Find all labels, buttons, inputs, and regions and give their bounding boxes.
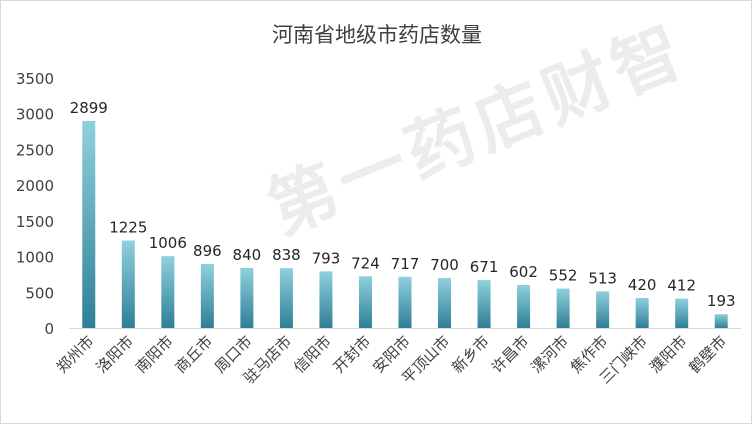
y-tick-label: 0 xyxy=(44,320,54,338)
bar xyxy=(398,276,412,328)
y-axis: 0 500 1000 1500 2000 2500 3000 3500 xyxy=(16,70,741,338)
bar-value-label: 1006 xyxy=(149,234,187,252)
x-tick-label: 信阳市 xyxy=(290,332,335,377)
y-tick-label: 3500 xyxy=(16,70,54,88)
bar-value-label: 724 xyxy=(351,254,380,272)
bar-value-label: 420 xyxy=(628,276,657,294)
bar-value-label: 896 xyxy=(193,242,222,260)
bar-value-label: 602 xyxy=(509,263,538,281)
y-tick-label: 1000 xyxy=(16,249,54,267)
bar xyxy=(517,285,531,328)
y-tick-label: 2000 xyxy=(16,177,54,195)
bar-value-label: 840 xyxy=(233,246,262,264)
bar xyxy=(675,298,689,328)
chart-title: 河南省地级市药店数量 xyxy=(272,23,482,47)
x-tick-label: 漯河市 xyxy=(527,332,572,377)
bar-value-label: 552 xyxy=(549,267,578,285)
bar xyxy=(319,271,333,328)
bar-value-label: 717 xyxy=(391,255,420,273)
x-tick-label: 开封市 xyxy=(330,332,375,377)
bar xyxy=(358,276,372,328)
x-tick-label: 洛阳市 xyxy=(93,332,138,377)
bar xyxy=(82,120,96,328)
y-tick-label: 2500 xyxy=(16,141,54,159)
x-tick-label: 商丘市 xyxy=(172,332,217,377)
y-tick-label: 1500 xyxy=(16,213,54,231)
bar xyxy=(556,288,570,328)
x-axis: 郑州市洛阳市南阳市商丘市周口市驻马店市信阳市开封市安阳市平顶山市新乡市许昌市漯河… xyxy=(53,332,730,387)
bar xyxy=(240,268,254,328)
x-tick-label: 许昌市 xyxy=(488,332,533,377)
x-tick-label: 濮阳市 xyxy=(646,332,691,377)
x-tick-label: 郑州市 xyxy=(53,332,98,377)
bar-value-label: 838 xyxy=(272,246,301,264)
x-tick-label: 新乡市 xyxy=(448,332,493,377)
bar-value-label: 2899 xyxy=(70,99,108,117)
bar-value-label: 412 xyxy=(667,277,696,295)
bar-value-label: 1225 xyxy=(109,219,147,237)
bar xyxy=(596,291,610,328)
bar xyxy=(635,298,649,328)
bar-value-label: 193 xyxy=(707,292,736,310)
bar xyxy=(714,314,728,328)
x-tick-label: 鹤壁市 xyxy=(686,332,731,377)
bar xyxy=(121,240,135,328)
bar xyxy=(438,278,452,328)
y-tick-label: 3000 xyxy=(16,106,54,124)
bar xyxy=(161,256,175,328)
bar-value-label: 513 xyxy=(588,269,617,287)
bar xyxy=(279,268,293,328)
bar-value-label: 671 xyxy=(470,258,499,276)
bar xyxy=(200,264,214,328)
y-tick-label: 500 xyxy=(25,284,54,302)
x-tick-label: 南阳市 xyxy=(132,332,177,377)
bar xyxy=(477,280,491,328)
bar-value-label: 700 xyxy=(430,256,459,274)
bar-value-label: 793 xyxy=(312,249,341,267)
